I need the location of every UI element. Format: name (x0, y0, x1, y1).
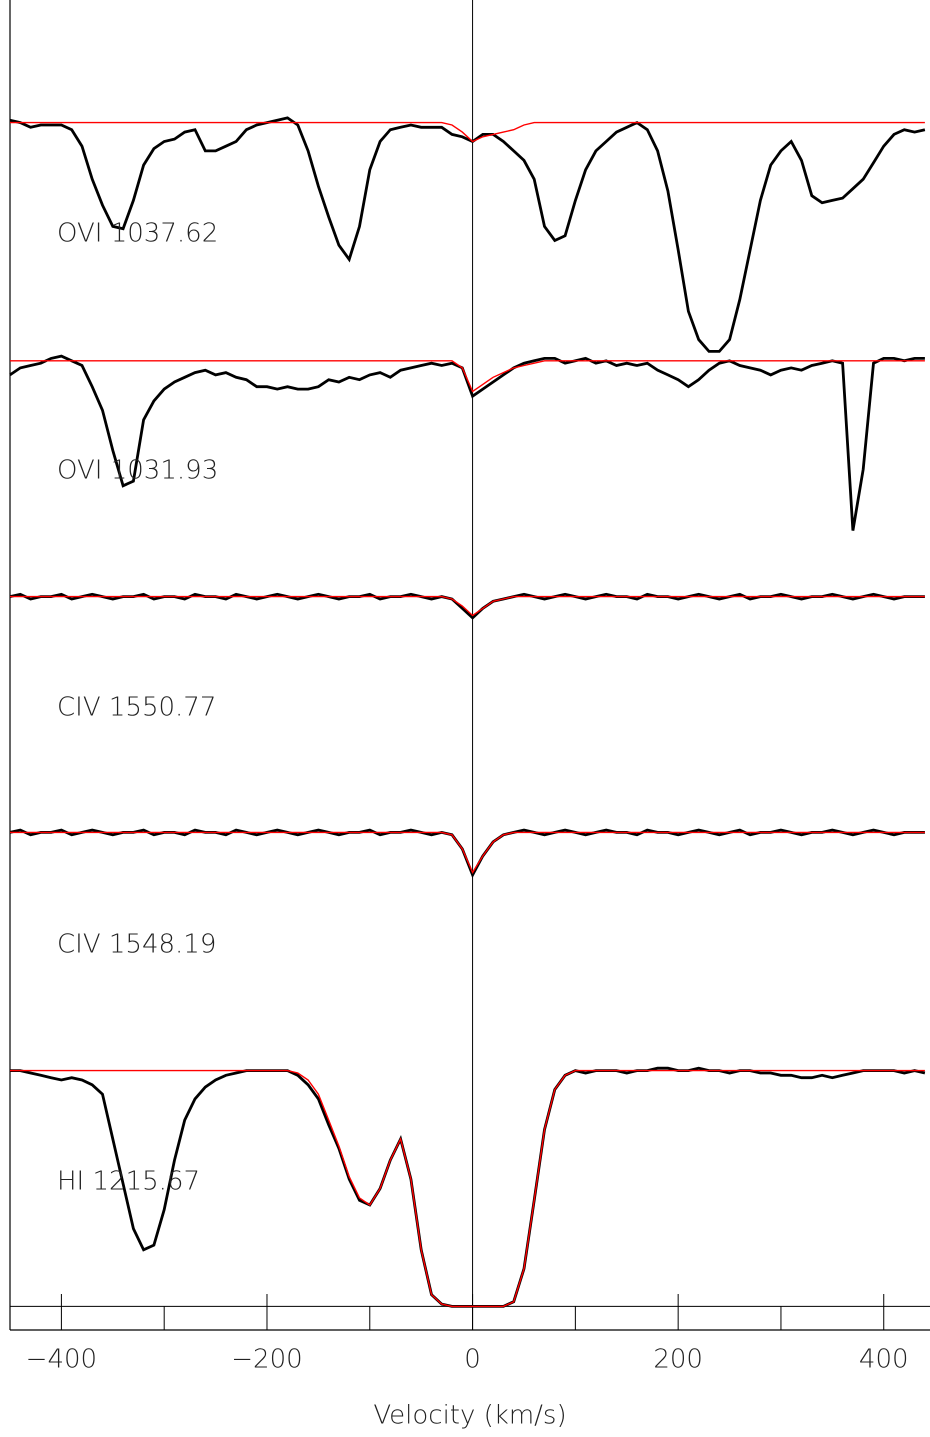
panel-label: CIV 1548.19 (57, 930, 216, 960)
spectrum-line (9, 116, 926, 353)
panel-label: HI 1215.67 (57, 1167, 200, 1197)
panel-label: OVI 1037.62 (57, 219, 218, 249)
spectrum-line (9, 828, 925, 879)
fit-line (10, 121, 925, 143)
spectrum-line (9, 592, 925, 620)
fit-line (10, 831, 925, 875)
fit-line (10, 1069, 925, 1308)
x-tick-label: 400 (859, 1345, 909, 1375)
x-tick-label: 200 (653, 1345, 703, 1375)
spectrum-line (9, 354, 925, 531)
x-tick-label: −200 (231, 1345, 302, 1375)
x-tick-label: 0 (464, 1345, 481, 1375)
x-axis-label: Velocity (km/s) (373, 1401, 566, 1431)
fit-line (10, 360, 925, 393)
panel-label: OVI 1031.93 (57, 456, 218, 486)
x-tick-label: −400 (26, 1345, 97, 1375)
fit-line (10, 595, 925, 617)
panel-label: CIV 1550.77 (57, 693, 216, 723)
